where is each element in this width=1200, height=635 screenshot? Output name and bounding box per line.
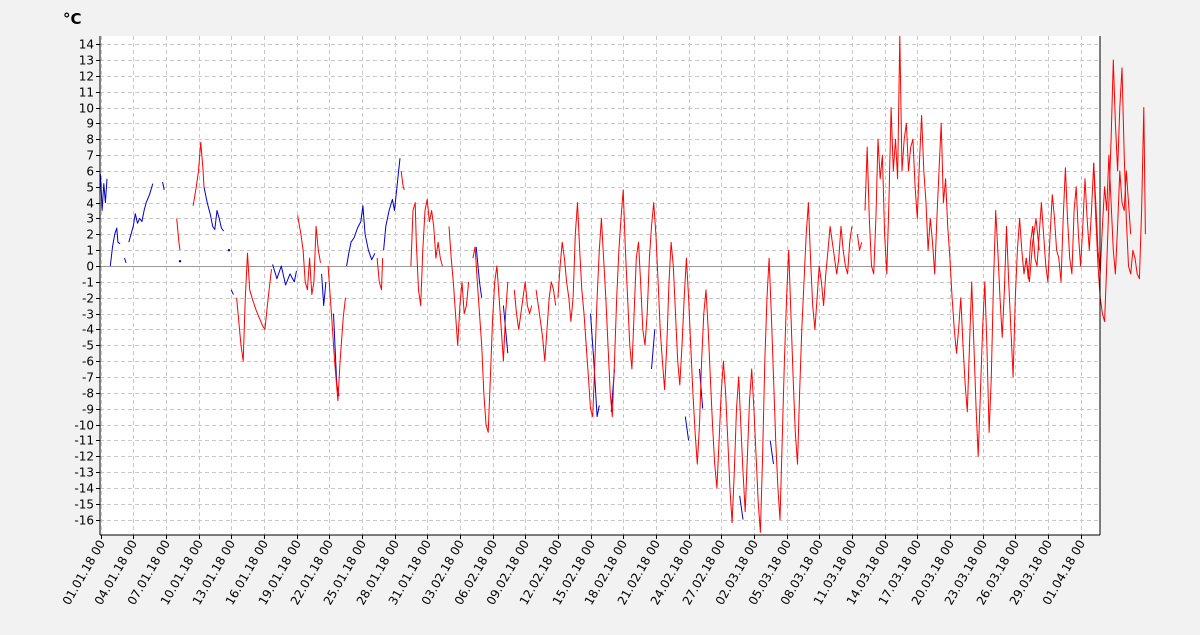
- series-blue-line: [162, 181, 165, 190]
- y-tick-label: 7: [86, 149, 94, 163]
- series-blue-line: [321, 273, 327, 307]
- y-axis-unit-label: °C: [63, 10, 82, 28]
- y-tick-label: 2: [86, 228, 94, 242]
- y-tick-label: -15: [74, 498, 94, 512]
- series-blue-line: [124, 257, 127, 263]
- series-blue-line: [109, 227, 121, 267]
- y-tick-label: -3: [82, 308, 94, 322]
- series-red-line: [535, 281, 557, 362]
- series-layer: [100, 35, 1146, 533]
- series-red-line: [557, 189, 853, 533]
- series-red-line: [400, 170, 405, 191]
- y-tick-label: 3: [86, 212, 94, 226]
- series-red-line: [1093, 59, 1146, 322]
- y-tick-label: 8: [86, 133, 94, 147]
- series-red-line: [472, 246, 509, 433]
- series-blue-line: [590, 313, 600, 418]
- series-blue-line: [684, 416, 690, 441]
- series-blue-line: [100, 174, 108, 211]
- series-blue-line: [346, 205, 376, 267]
- y-tick-label: -9: [82, 403, 94, 417]
- y-tick-label: -5: [82, 339, 94, 353]
- y-tick-label: -16: [74, 514, 94, 528]
- y-tick-label: -6: [82, 355, 94, 369]
- y-tick-label: -14: [74, 482, 94, 496]
- series-red-line: [192, 141, 205, 206]
- y-tick-label: -12: [74, 450, 94, 464]
- series-blue-line: [739, 495, 744, 520]
- y-tick-label: -10: [74, 419, 94, 433]
- series-red-line: [297, 215, 321, 295]
- y-tick-label: -7: [82, 371, 94, 385]
- frame-layer: [99, 36, 1101, 536]
- series-blue-line: [128, 183, 154, 243]
- y-tick-label: 14: [79, 38, 94, 52]
- series-blue-line: [203, 186, 225, 232]
- y-tick-label: -1: [82, 276, 94, 290]
- series-red-line: [176, 218, 181, 251]
- y-tick-label: 12: [79, 70, 94, 84]
- series-blue-line: [272, 264, 297, 286]
- y-tick-labels: 14131211109876543210-1-2-3-4-5-6-7-8-9-1…: [74, 38, 100, 528]
- series-red-line: [856, 234, 863, 251]
- y-tick-label: -8: [82, 387, 94, 401]
- y-tick-label: 10: [79, 102, 94, 116]
- series-blue-line: [230, 289, 234, 295]
- series-red-line: [1025, 217, 1040, 283]
- y-tick-label: -2: [82, 292, 94, 306]
- series-blue-point: [227, 249, 231, 252]
- series-blue-point: [178, 260, 182, 263]
- series-red-line: [448, 226, 470, 346]
- series-blue-line: [769, 440, 774, 465]
- y-tick-label: -11: [74, 434, 94, 448]
- y-tick-label: -4: [82, 323, 94, 337]
- y-tick-label: 13: [79, 54, 94, 68]
- y-tick-label: 6: [86, 165, 94, 179]
- series-blue-line: [651, 329, 656, 370]
- y-tick-label: -13: [74, 466, 94, 480]
- series-red-line: [327, 265, 346, 402]
- series-blue-line: [475, 246, 483, 298]
- series-red: [176, 35, 1146, 533]
- grid-layer: [100, 36, 1100, 535]
- series-red-line: [376, 258, 384, 291]
- y-tick-label: 4: [86, 197, 94, 211]
- series-blue-line: [383, 158, 401, 251]
- y-tick-label: 9: [86, 117, 94, 131]
- y-tick-label: 0: [86, 260, 94, 274]
- series-blue-line: [502, 305, 509, 354]
- series-red-line: [236, 252, 272, 362]
- y-tick-label: 1: [86, 244, 94, 258]
- y-tick-label: 5: [86, 181, 94, 195]
- series-red-line: [864, 35, 1132, 457]
- series-red-line: [410, 198, 443, 307]
- y-tick-label: 11: [79, 86, 94, 100]
- series-red-line: [513, 281, 533, 330]
- plot-area: [100, 36, 1100, 535]
